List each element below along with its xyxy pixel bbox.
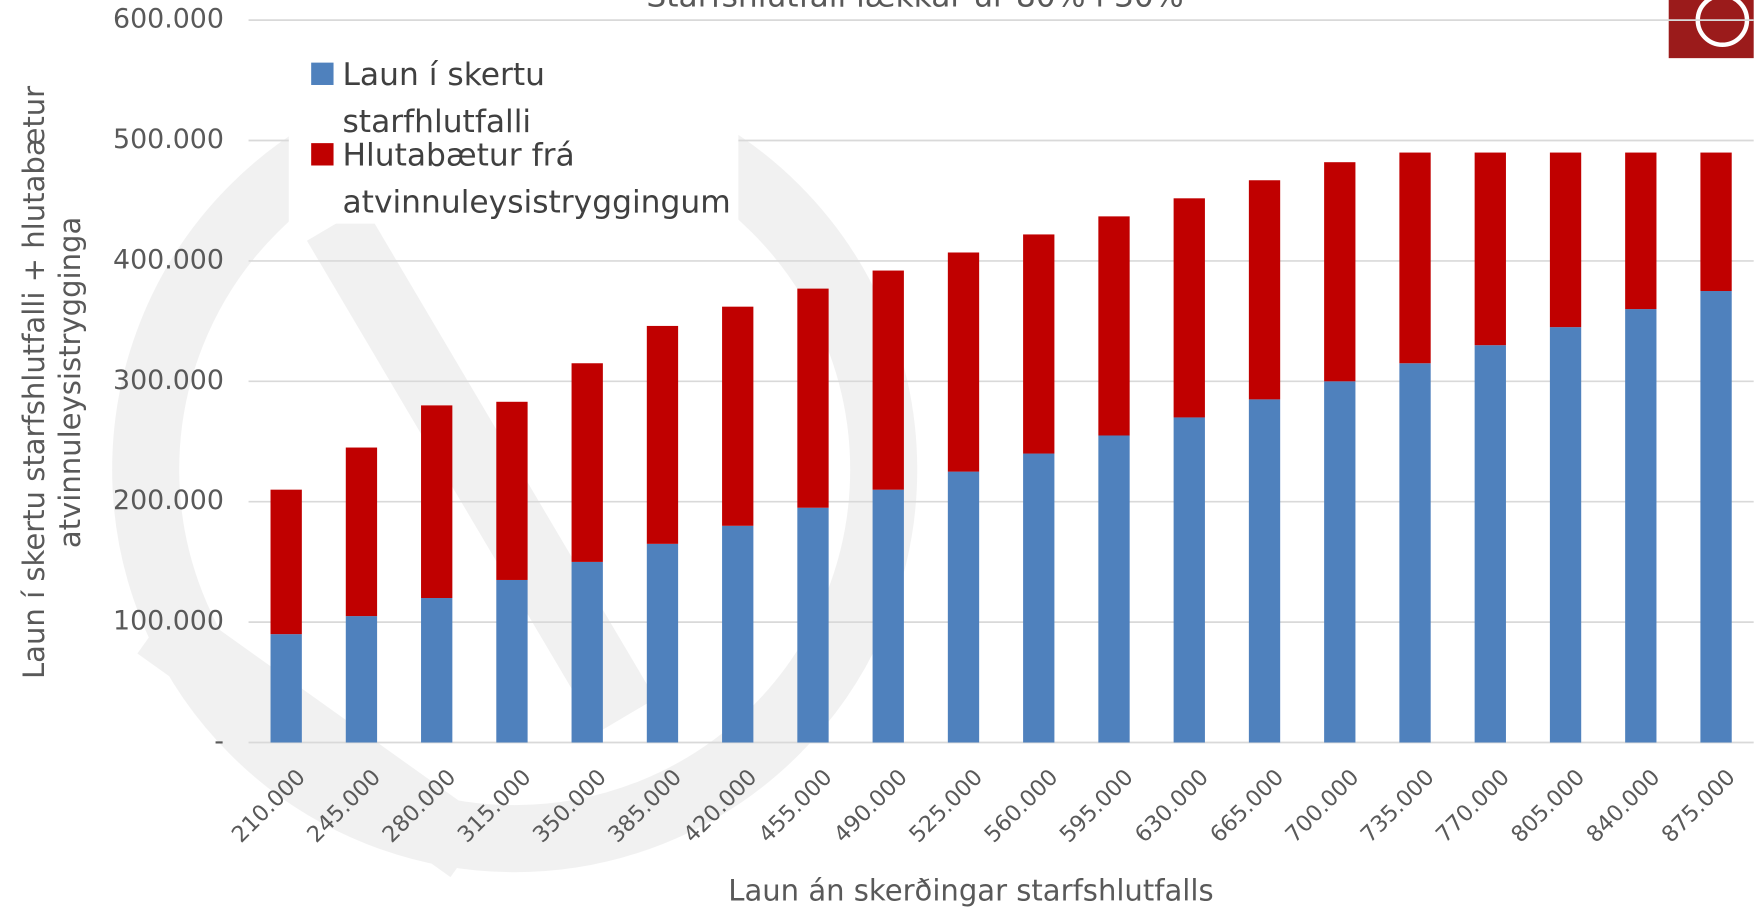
y-tick-label: 400.000 bbox=[113, 244, 224, 275]
bar-segment bbox=[1173, 198, 1205, 418]
x-tick-label: 875.000 bbox=[1657, 764, 1741, 848]
bar-segment bbox=[421, 405, 453, 599]
y-tick-label: 600.000 bbox=[113, 4, 224, 35]
legend-label: Hlutabætur frá atvinnuleysistryggingum bbox=[342, 136, 731, 221]
y-tick-label: 500.000 bbox=[113, 124, 224, 155]
bar-segment bbox=[1248, 399, 1281, 743]
y-axis-title: Laun í skertu starfshlutfalli + hlutabæt… bbox=[17, 86, 51, 679]
bar-segment bbox=[270, 489, 302, 635]
y-tick-label: 200.000 bbox=[113, 485, 224, 516]
logo bbox=[1668, 0, 1754, 59]
x-tick-label: 805.000 bbox=[1506, 764, 1590, 848]
bar-segment bbox=[496, 579, 528, 743]
x-tick-label: 665.000 bbox=[1205, 764, 1289, 848]
bar-segment bbox=[345, 447, 378, 617]
bar-segment bbox=[1549, 327, 1582, 743]
bar-segment bbox=[1474, 345, 1506, 743]
bar-segment bbox=[1700, 291, 1732, 743]
x-tick-label: 770.000 bbox=[1431, 764, 1515, 848]
bar-segment bbox=[1625, 309, 1657, 743]
bar-segment bbox=[1625, 152, 1657, 310]
bar-segment bbox=[1248, 180, 1281, 400]
bar-segment bbox=[1098, 435, 1130, 743]
x-axis-title: Laun án skerðingar starfshlutfalls bbox=[728, 873, 1213, 907]
bar-segment bbox=[1549, 152, 1582, 328]
chart-title: Starfshlutfall lækkar úr 80% í 30% bbox=[646, 0, 1183, 15]
bar-segment bbox=[1098, 216, 1130, 436]
x-tick-label: 700.000 bbox=[1281, 764, 1365, 848]
legend-entry: Laun í skertu starfhlutfalli bbox=[342, 55, 546, 140]
bar-segment bbox=[646, 325, 679, 544]
bar-segment bbox=[1023, 453, 1055, 743]
legend-background bbox=[288, 44, 739, 224]
bar-segment bbox=[345, 616, 378, 743]
y-tick-label: - bbox=[214, 726, 224, 757]
bar-segment bbox=[571, 363, 603, 562]
legend-swatch bbox=[311, 62, 334, 85]
bar-segment bbox=[947, 471, 980, 743]
x-tick-label: 560.000 bbox=[979, 764, 1063, 848]
bar-segment bbox=[722, 306, 754, 526]
x-tick-label: 525.000 bbox=[904, 764, 988, 848]
bar-segment bbox=[1173, 417, 1205, 743]
x-tick-label: 840.000 bbox=[1582, 764, 1666, 848]
bar-segment bbox=[1474, 152, 1506, 346]
legend-swatch bbox=[311, 143, 334, 166]
legend-entry: Hlutabætur frá atvinnuleysistryggingum bbox=[342, 136, 731, 221]
x-tick-label: 595.000 bbox=[1055, 764, 1139, 848]
bar-segment bbox=[571, 561, 603, 743]
bar-segment bbox=[872, 489, 904, 743]
bar-segment bbox=[1700, 152, 1732, 292]
x-tick-label: 630.000 bbox=[1130, 764, 1214, 848]
x-tick-label: 735.000 bbox=[1356, 764, 1440, 848]
bar-segment bbox=[646, 543, 679, 743]
x-tick-label: 490.000 bbox=[829, 764, 913, 848]
bar-segment bbox=[1399, 152, 1431, 364]
bar-segment bbox=[1324, 162, 1356, 382]
bar-segment bbox=[496, 401, 528, 580]
bar-segment bbox=[270, 634, 302, 743]
y-axis-title: atvinnuleysistrygginga bbox=[53, 217, 87, 548]
bar-segment bbox=[872, 270, 904, 490]
bar-segment bbox=[1023, 234, 1055, 454]
bar-segment bbox=[797, 507, 829, 743]
bar-segment bbox=[421, 598, 453, 743]
bar-segment bbox=[722, 525, 754, 743]
legend-label: Laun í skertu starfhlutfalli bbox=[342, 55, 546, 140]
bar-segment bbox=[1399, 363, 1431, 743]
y-tick-label: 300.000 bbox=[113, 365, 224, 396]
bar-segment bbox=[1324, 381, 1356, 743]
y-tick-label: 100.000 bbox=[113, 606, 224, 637]
bar-segment bbox=[947, 252, 980, 472]
bar-segment bbox=[797, 288, 829, 508]
